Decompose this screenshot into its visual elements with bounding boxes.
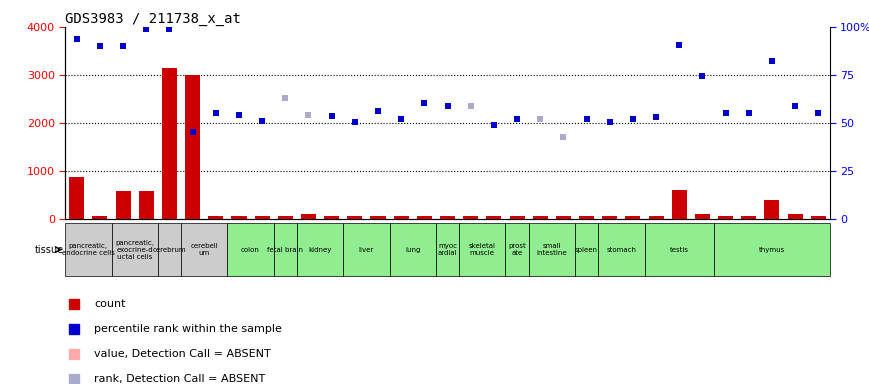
Bar bbox=[274, 223, 297, 276]
Text: testis: testis bbox=[670, 247, 689, 253]
Text: colon: colon bbox=[241, 247, 260, 253]
Text: thymus: thymus bbox=[759, 247, 785, 253]
Bar bbox=[70, 177, 84, 219]
Bar bbox=[463, 217, 478, 219]
Text: cerebell
um: cerebell um bbox=[190, 243, 218, 256]
Bar bbox=[255, 217, 269, 219]
Bar bbox=[297, 223, 343, 276]
Text: myoc
ardial: myoc ardial bbox=[438, 243, 457, 256]
Bar bbox=[626, 217, 640, 219]
Text: stomach: stomach bbox=[607, 247, 636, 253]
Bar bbox=[648, 217, 664, 219]
Text: count: count bbox=[94, 299, 126, 309]
Bar bbox=[509, 217, 525, 219]
Text: percentile rank within the sample: percentile rank within the sample bbox=[94, 324, 282, 334]
Bar bbox=[487, 217, 501, 219]
Bar bbox=[602, 217, 617, 219]
Bar bbox=[231, 217, 247, 219]
Bar bbox=[436, 223, 459, 276]
Text: rank, Detection Call = ABSENT: rank, Detection Call = ABSENT bbox=[94, 374, 266, 384]
Bar bbox=[695, 214, 710, 219]
Bar bbox=[348, 217, 362, 219]
Text: spleen: spleen bbox=[575, 247, 598, 253]
Text: lung: lung bbox=[405, 247, 421, 253]
Bar bbox=[459, 223, 506, 276]
Bar bbox=[645, 223, 714, 276]
Text: kidney: kidney bbox=[308, 247, 332, 253]
Text: cerebrum: cerebrum bbox=[153, 247, 186, 253]
Bar bbox=[787, 214, 803, 219]
Bar bbox=[389, 223, 436, 276]
Text: skeletal
muscle: skeletal muscle bbox=[468, 243, 496, 256]
Bar bbox=[301, 214, 316, 219]
Bar bbox=[575, 223, 598, 276]
Bar bbox=[598, 223, 645, 276]
Bar bbox=[718, 217, 733, 219]
Bar bbox=[741, 217, 756, 219]
Bar bbox=[394, 217, 408, 219]
Bar bbox=[181, 223, 228, 276]
Bar bbox=[116, 191, 130, 219]
Bar bbox=[370, 217, 386, 219]
Text: liver: liver bbox=[359, 247, 374, 253]
Bar bbox=[111, 223, 158, 276]
Bar bbox=[278, 217, 293, 219]
Bar bbox=[528, 223, 575, 276]
Bar bbox=[765, 200, 779, 219]
Bar bbox=[440, 217, 455, 219]
Bar bbox=[579, 217, 594, 219]
Bar bbox=[65, 223, 111, 276]
Text: prost
ate: prost ate bbox=[508, 243, 526, 256]
Bar bbox=[343, 223, 389, 276]
Text: small
intestine: small intestine bbox=[536, 243, 567, 256]
Bar bbox=[228, 223, 274, 276]
Text: fetal brain: fetal brain bbox=[268, 247, 303, 253]
Bar bbox=[506, 223, 528, 276]
Bar bbox=[158, 223, 181, 276]
Bar bbox=[556, 217, 571, 219]
Bar bbox=[209, 217, 223, 219]
Text: pancreatic,
exocrine-d
uctal cells: pancreatic, exocrine-d uctal cells bbox=[115, 240, 155, 260]
Bar bbox=[672, 190, 687, 219]
Bar bbox=[533, 217, 547, 219]
Bar bbox=[185, 75, 200, 219]
Bar bbox=[139, 191, 154, 219]
Text: GDS3983 / 211738_x_at: GDS3983 / 211738_x_at bbox=[65, 12, 241, 26]
Bar bbox=[324, 217, 339, 219]
Text: value, Detection Call = ABSENT: value, Detection Call = ABSENT bbox=[94, 349, 271, 359]
Bar bbox=[417, 217, 432, 219]
Bar bbox=[811, 217, 826, 219]
Bar bbox=[92, 217, 108, 219]
Text: tissue: tissue bbox=[35, 245, 64, 255]
Bar bbox=[162, 68, 177, 219]
Text: pancreatic,
endocrine cells: pancreatic, endocrine cells bbox=[62, 243, 115, 256]
Bar bbox=[714, 223, 830, 276]
